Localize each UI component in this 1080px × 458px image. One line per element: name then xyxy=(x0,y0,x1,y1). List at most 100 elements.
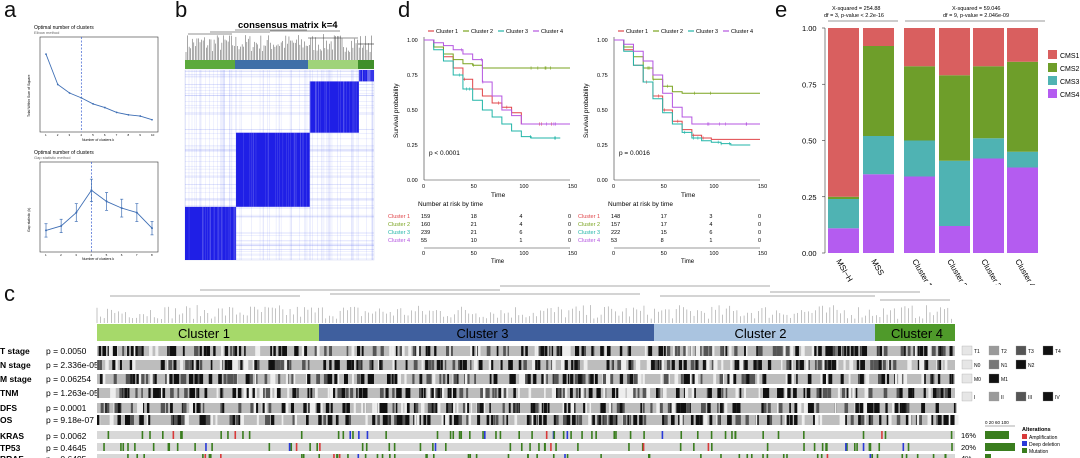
row-sample xyxy=(709,415,713,425)
row-sample xyxy=(643,415,647,425)
row-sample xyxy=(571,360,574,370)
row-sample xyxy=(230,360,233,370)
row-sample xyxy=(396,388,400,398)
row-sample xyxy=(772,346,777,356)
row-sample xyxy=(845,415,847,425)
gap-line xyxy=(45,189,153,231)
row-sample xyxy=(537,360,541,370)
row-sample xyxy=(727,374,732,384)
row-sample xyxy=(924,346,928,356)
row-sample xyxy=(449,431,452,439)
row-sample xyxy=(119,388,123,398)
row-sample xyxy=(287,388,290,398)
row-sample xyxy=(429,388,432,398)
row-pvalue: p = 0.0001 xyxy=(46,403,87,413)
elbow-xtick: 7 xyxy=(116,133,118,137)
alt-swatch xyxy=(1022,434,1027,439)
row-sample xyxy=(944,454,947,458)
row-sample xyxy=(759,346,763,356)
row-sample xyxy=(209,415,214,425)
row-sample xyxy=(295,443,298,451)
row-sample xyxy=(767,415,771,425)
row-sample xyxy=(99,374,103,384)
row-sample xyxy=(751,374,756,384)
row-sample xyxy=(951,374,954,384)
row-sample xyxy=(480,388,483,398)
row-sample xyxy=(248,431,251,439)
row-sample xyxy=(169,346,172,356)
row-sample xyxy=(548,346,551,356)
elbow-point xyxy=(115,111,118,114)
row-sample xyxy=(635,360,639,370)
row-sample xyxy=(99,360,102,370)
gap-xtick: 4 xyxy=(90,253,92,257)
row-sample xyxy=(507,346,510,356)
row-sample xyxy=(441,388,445,398)
row-sample xyxy=(555,388,559,398)
row-sample xyxy=(307,374,311,384)
row-sample xyxy=(141,346,144,356)
row-sample xyxy=(790,374,794,384)
row-sample xyxy=(567,374,570,384)
row-sample xyxy=(526,415,530,425)
row-sample xyxy=(927,346,931,356)
row-sample xyxy=(566,431,569,439)
cms-legend: CMS1 CMS2 CMS3 CMS4 xyxy=(1048,50,1080,99)
e-ytick: 0.75 xyxy=(802,80,817,89)
elbow-point xyxy=(103,106,106,109)
row-sample xyxy=(573,403,576,413)
row-sample xyxy=(862,374,866,384)
row-sample xyxy=(219,360,223,370)
row-sample xyxy=(676,403,680,413)
row-sample xyxy=(754,360,757,370)
row-sample xyxy=(680,374,684,384)
row-sample xyxy=(889,360,891,370)
row-sample xyxy=(793,388,797,398)
row-sample xyxy=(486,346,491,356)
row-sample xyxy=(528,388,532,398)
row-sample xyxy=(518,360,522,370)
km-legend-label: Cluster 4 xyxy=(731,29,753,35)
row-sample xyxy=(675,346,678,356)
row-sample xyxy=(367,374,372,384)
row-sample xyxy=(240,415,244,425)
row-sample xyxy=(749,374,753,384)
row-sample xyxy=(209,454,212,458)
row-sample xyxy=(921,403,926,413)
row-sample xyxy=(160,388,163,398)
row-sample xyxy=(679,443,682,451)
row-sample xyxy=(316,346,320,356)
gap-title: Optimal number of clusters xyxy=(34,150,94,156)
row-sample xyxy=(234,431,237,439)
row-sample xyxy=(245,374,248,384)
row-sample xyxy=(97,388,99,398)
row-sample xyxy=(508,360,510,370)
row-sample xyxy=(644,346,647,356)
row-sample xyxy=(729,374,734,384)
row-sample xyxy=(865,403,868,413)
row-sample xyxy=(466,415,470,425)
row-sample xyxy=(527,415,532,425)
row-sample xyxy=(530,403,533,413)
cluster-segment-4 xyxy=(875,324,955,341)
row-sample xyxy=(901,454,904,458)
row-sample xyxy=(221,346,224,356)
risk-row-label: Cluster 2 xyxy=(388,222,410,228)
km-xtick: 100 xyxy=(519,184,528,190)
chisq2-line2: df = 9, p-value = 2.046e-09 xyxy=(943,13,1009,19)
elbow-xtick: 9 xyxy=(139,133,141,137)
row-sample xyxy=(284,346,287,356)
e-bar-cms1 xyxy=(828,28,859,197)
row-sample xyxy=(610,415,613,425)
c-legend-label: I xyxy=(974,395,975,401)
row-sample xyxy=(486,415,490,425)
row-sample xyxy=(259,388,264,398)
row-sample xyxy=(312,403,316,413)
row-sample xyxy=(569,388,573,398)
row-sample xyxy=(576,415,579,425)
row-sample xyxy=(100,403,104,413)
row-sample xyxy=(489,403,491,413)
row-sample xyxy=(785,388,788,398)
row-sample xyxy=(126,415,131,425)
mut-bar xyxy=(985,443,1015,451)
